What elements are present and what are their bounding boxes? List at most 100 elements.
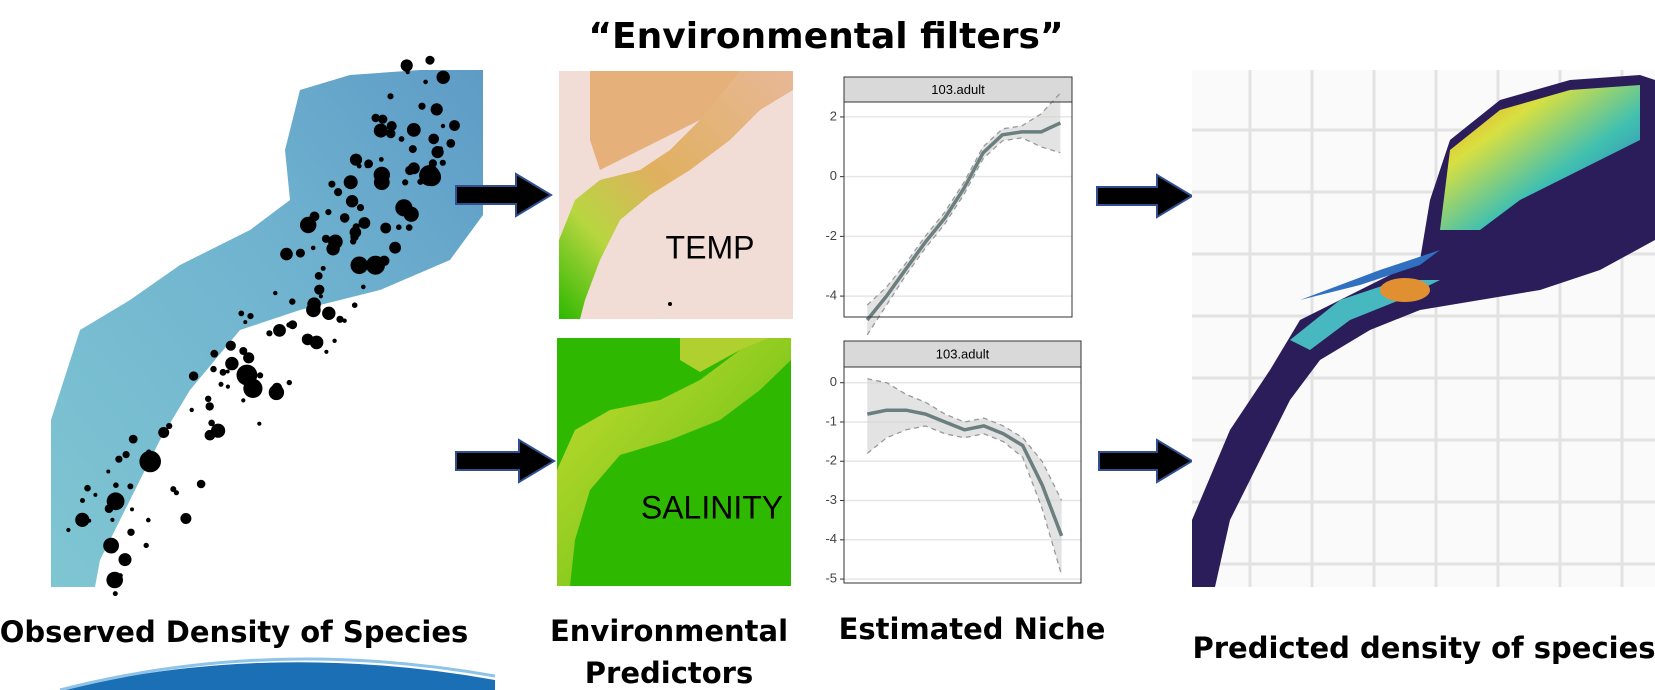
- density-dot: [123, 451, 130, 458]
- density-dot: [365, 163, 370, 168]
- density-dot: [75, 513, 89, 527]
- density-dot: [257, 372, 263, 378]
- density-dot: [409, 145, 417, 153]
- density-dot: [158, 427, 169, 438]
- density-dot: [205, 396, 211, 402]
- density-dot: [322, 235, 330, 243]
- density-dot: [324, 350, 328, 354]
- density-dot: [372, 114, 380, 122]
- density-dot: [314, 285, 324, 295]
- density-dot: [449, 120, 460, 131]
- density-dot: [417, 179, 423, 185]
- density-dot: [170, 486, 176, 492]
- density-dot: [103, 538, 119, 554]
- density-dot: [300, 217, 316, 233]
- density-dot: [119, 553, 132, 566]
- density-dot: [373, 265, 380, 272]
- caption: Predictors: [585, 656, 753, 690]
- density-dot: [210, 366, 216, 372]
- density-dot: [387, 93, 393, 99]
- density-dot: [146, 518, 151, 523]
- density-dot: [180, 513, 191, 524]
- density-dot: [402, 179, 408, 185]
- density-dot: [352, 302, 358, 308]
- density-dot: [243, 320, 247, 324]
- temp-map: [559, 71, 793, 319]
- y-tick-label: -4: [825, 531, 837, 546]
- density-dot: [87, 519, 91, 523]
- density-dot: [93, 493, 97, 497]
- density-dot: [322, 307, 335, 320]
- y-tick-label: -4: [825, 288, 837, 303]
- density-dot: [406, 70, 410, 74]
- map-label: TEMP: [666, 229, 755, 265]
- y-tick-label: 0: [830, 168, 837, 183]
- density-dot: [287, 380, 292, 385]
- density-dot: [380, 223, 391, 234]
- density-dot: [310, 336, 324, 350]
- y-tick-label: -3: [825, 492, 837, 507]
- density-dot: [241, 398, 245, 402]
- y-tick-label: -2: [825, 453, 837, 468]
- density-dot: [350, 238, 356, 244]
- density-dot: [238, 311, 244, 317]
- density-dot: [334, 188, 342, 196]
- density-dot: [247, 313, 253, 319]
- density-dot: [441, 124, 445, 128]
- density-dot: [110, 518, 114, 522]
- density-dot: [266, 330, 272, 336]
- density-dot: [226, 341, 236, 351]
- density-dot: [84, 485, 91, 492]
- salinity-map: [557, 338, 791, 586]
- density-dot: [189, 371, 198, 380]
- density-dot: [311, 246, 316, 251]
- density-dot: [399, 136, 405, 142]
- density-dot: [429, 159, 437, 167]
- y-tick-label: 0: [830, 374, 837, 389]
- strip-title: 103.adult: [936, 346, 990, 361]
- density-dot: [406, 224, 413, 231]
- observed-map: [51, 56, 483, 596]
- density-dot: [220, 369, 227, 376]
- y-tick-label: -5: [825, 571, 837, 586]
- density-dot: [280, 248, 293, 261]
- density-dot: [226, 385, 230, 389]
- density-dot: [361, 285, 366, 290]
- caption: Environmental: [550, 614, 788, 648]
- density-dot: [379, 157, 384, 162]
- density-dot: [269, 385, 284, 400]
- y-tick-label: 2: [830, 108, 837, 123]
- density-dot: [350, 227, 362, 239]
- density-dot: [328, 181, 335, 188]
- density-dot: [374, 174, 390, 190]
- predicted-map: [1192, 70, 1655, 587]
- density-dot: [319, 294, 323, 298]
- density-dot: [127, 483, 133, 489]
- density-dot: [210, 350, 218, 358]
- density-dot: [144, 543, 149, 548]
- density-dot: [332, 339, 336, 343]
- map-label: SALINITY: [641, 489, 783, 525]
- density-dot: [418, 103, 425, 110]
- density-dot: [273, 291, 277, 295]
- density-dot: [106, 470, 110, 474]
- density-dot: [336, 316, 343, 323]
- density-dot: [197, 480, 206, 489]
- y-tick-label: -2: [825, 228, 837, 243]
- density-dot: [286, 322, 291, 327]
- density-dot: [113, 591, 118, 596]
- density-dot: [357, 204, 364, 211]
- density-dot: [425, 56, 434, 65]
- slide-title: “Environmental filters”: [588, 16, 1063, 57]
- density-dot: [296, 249, 305, 258]
- niche-chart: 103.adult0-1-2-3-4-5: [825, 341, 1081, 586]
- density-dot: [379, 256, 389, 266]
- density-dot: [190, 408, 194, 412]
- density-dot: [437, 71, 450, 84]
- strip-title: 103.adult: [931, 82, 985, 97]
- density-dot: [407, 123, 421, 137]
- density-dot: [440, 160, 446, 166]
- density-dot: [243, 379, 262, 398]
- density-dot: [357, 268, 362, 273]
- density-dot: [344, 175, 358, 189]
